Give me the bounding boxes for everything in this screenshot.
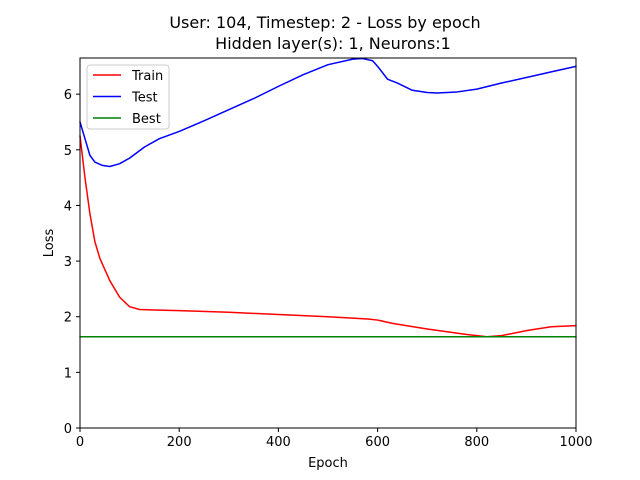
x-axis-label: Epoch [308,456,348,471]
chart-title: User: 104, Timestep: 2 - Loss by epoch [169,13,480,32]
x-tick-label: 1000 [559,435,592,450]
x-tick-label: 0 [76,435,84,450]
y-tick-label: 0 [64,422,72,437]
y-tick-label: 4 [64,199,72,214]
plot-frame [79,57,577,429]
y-tick-label: 2 [64,311,72,326]
x-tick-label: 600 [365,435,390,450]
legend-box [86,64,170,130]
series-line-test [79,57,577,168]
legend: Train Test Best [86,64,170,130]
y-tick-label: 5 [64,144,72,159]
legend-label-test: Test [131,91,158,106]
legend-label-best: Best [132,112,161,127]
ticks-layer: 0 200 400 600 800 1000 0 1 2 3 4 5 6 [64,88,593,450]
x-tick-label: 400 [266,435,291,450]
x-tick-label: 200 [167,435,192,450]
legend-label-train: Train [131,69,163,84]
y-tick-label: 1 [64,366,72,381]
chart-subtitle: Hidden layer(s): 1, Neurons:1 [215,34,451,53]
x-tick-label: 800 [464,435,489,450]
series-layer [79,57,577,338]
y-tick-label: 6 [64,88,72,103]
y-axis-label: Loss [42,229,57,258]
y-tick-label: 3 [64,255,72,270]
